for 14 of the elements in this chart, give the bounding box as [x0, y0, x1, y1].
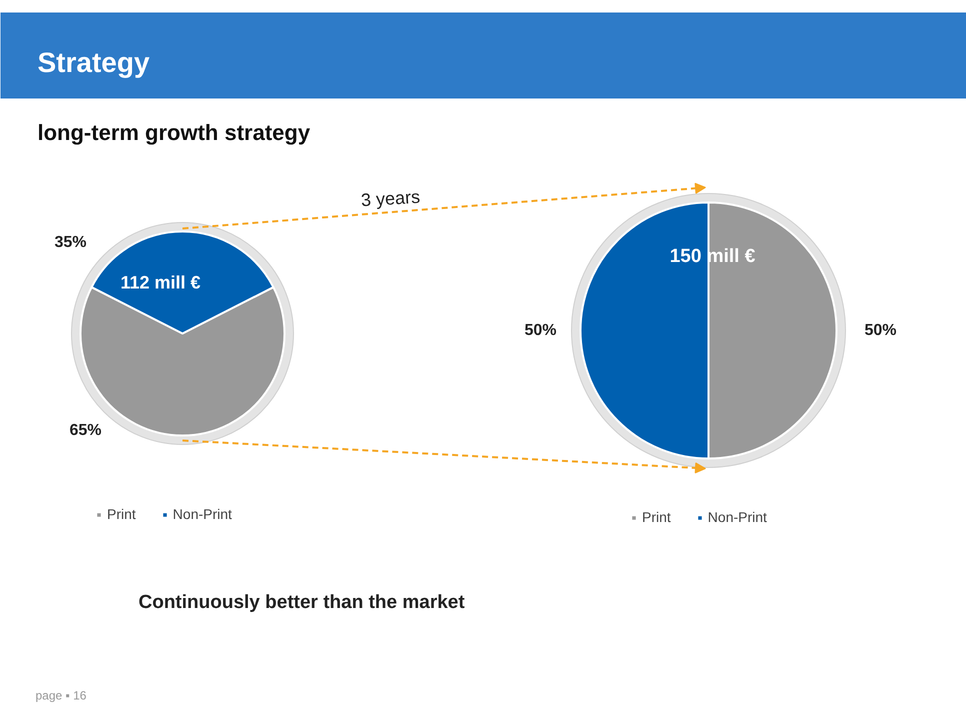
- chart-title: Strategy: [38, 47, 150, 78]
- text: page ▪ 16: [36, 688, 87, 702]
- text: Continuously better than the market: [138, 592, 466, 613]
- data-label: 35%: [54, 234, 87, 251]
- text: 3 years: [360, 186, 421, 210]
- data-label: 50%: [864, 322, 897, 339]
- text: 112 mill €: [120, 272, 201, 292]
- chart-subtitle: long-term growth strategy: [38, 120, 311, 145]
- legend-label: Non-Print: [708, 509, 767, 525]
- legend-label: Print: [107, 506, 136, 522]
- data-label: 65%: [69, 422, 102, 439]
- legend-label: Non-Print: [172, 506, 232, 522]
- data-label: 50%: [524, 322, 557, 339]
- legend-label: Print: [642, 509, 671, 525]
